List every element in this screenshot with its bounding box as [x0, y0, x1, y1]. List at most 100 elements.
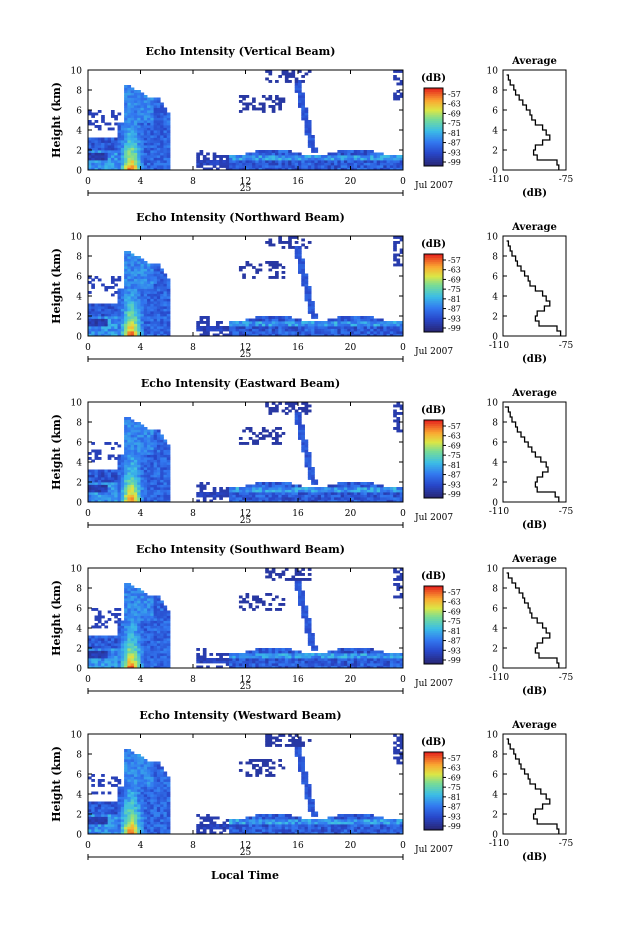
heatmap-cell [288, 333, 292, 337]
heatmap-cell [88, 452, 92, 455]
heatmap-cell [284, 482, 289, 485]
heatmap-cell [153, 449, 158, 453]
heatmap-cell [258, 331, 263, 334]
heatmap-cell [140, 167, 145, 171]
heatmap-cell [166, 477, 171, 480]
heatmap-cell [271, 653, 276, 656]
heatmap-cell [271, 152, 276, 156]
heatmap-cell [399, 165, 404, 168]
heatmap-cell [265, 487, 269, 490]
heatmap-cell [275, 152, 279, 156]
heatmap-cell [101, 115, 105, 118]
heatmap-cell [88, 499, 92, 503]
heatmap-cell [133, 497, 138, 500]
colorbar-swatch [424, 261, 443, 265]
heatmap-cell [153, 605, 158, 609]
heatmap-cell [324, 660, 328, 664]
heatmap-cell [127, 459, 132, 463]
heatmap-cell [133, 167, 138, 171]
colorbar-tick-label: -93 [448, 314, 461, 323]
heatmap-cell [124, 283, 128, 287]
heatmap-cell [153, 150, 158, 153]
heatmap-cell [133, 613, 138, 616]
heatmap-cell [320, 663, 325, 666]
heatmap-cell [399, 70, 404, 73]
heatmap-cell [97, 640, 102, 644]
heatmap-cell [163, 120, 168, 123]
heatmap-cell [120, 665, 125, 669]
heatmap-cell [373, 658, 378, 661]
heatmap-cell [307, 293, 312, 297]
heatmap-cell [212, 326, 217, 329]
heatmap-cell [199, 492, 204, 495]
heatmap-cell [104, 620, 109, 624]
x-tick-label: 0 [85, 509, 91, 519]
heatmap-cell [294, 573, 299, 576]
heatmap-cell [347, 653, 351, 656]
heatmap-cell [160, 157, 164, 161]
heatmap-cell [252, 653, 256, 656]
heatmap-cell [219, 155, 223, 158]
heatmap-cell [271, 492, 276, 495]
heatmap-cell [101, 303, 105, 307]
heatmap-cell [337, 321, 342, 324]
heatmap-cell [110, 489, 115, 493]
heatmap-cell [124, 419, 128, 423]
heatmap-cell [337, 155, 342, 158]
heatmap-cell [137, 588, 141, 591]
heatmap-cell [258, 152, 263, 156]
heatmap-cell [117, 112, 122, 116]
heatmap-cell [235, 321, 240, 324]
heatmap-cell [298, 658, 302, 661]
heatmap-cell [298, 424, 302, 428]
heatmap-cell [284, 318, 289, 322]
heatmap-cell [304, 323, 309, 327]
heatmap-cell [340, 653, 345, 656]
heatmap-cell [160, 306, 164, 309]
heatmap-cell [130, 469, 135, 473]
heatmap-cell [245, 497, 250, 500]
heatmap-cell [376, 494, 381, 498]
heatmap-cell [284, 75, 289, 78]
heatmap-cell [252, 152, 256, 156]
heatmap-cell [127, 293, 132, 297]
heatmap-cell [317, 489, 322, 493]
heatmap-cell [88, 147, 92, 151]
heatmap-cell [248, 155, 253, 158]
heatmap-cell [127, 595, 132, 599]
heatmap-cell [271, 655, 276, 659]
heatmap-cell [399, 660, 404, 664]
heatmap-cell [376, 326, 381, 329]
heatmap-cell [153, 600, 158, 604]
heatmap-cell [166, 137, 171, 141]
heatmap-cell [150, 313, 155, 317]
heatmap-cell [261, 492, 266, 495]
heatmap-cell [320, 655, 325, 659]
heatmap-cell [133, 665, 138, 669]
heatmap-cell [284, 72, 289, 76]
heatmap-cell [199, 321, 204, 324]
heatmap-cell [124, 658, 128, 661]
heatmap-cell [357, 157, 361, 161]
heatmap-cell [396, 487, 401, 490]
heatmap-cell [304, 457, 309, 460]
heatmap-cell [133, 321, 138, 324]
heatmap-cell [124, 311, 128, 314]
heatmap-cell [245, 494, 250, 498]
heatmap-cell [147, 112, 151, 116]
heatmap-cell [330, 160, 335, 163]
heatmap-cell [307, 467, 312, 470]
heatmap-cell [324, 655, 328, 659]
heatmap-cell [278, 105, 282, 108]
heatmap-cell [360, 160, 365, 163]
heatmap-cell [337, 492, 342, 495]
heatmap-cell [137, 660, 141, 664]
heatmap-cell [91, 333, 95, 337]
heatmap-cell [127, 271, 132, 274]
heatmap-cell [242, 102, 246, 106]
heatmap-cell [245, 600, 250, 604]
heatmap-cell [212, 333, 217, 337]
heatmap-cell [304, 615, 309, 619]
heatmap-cell [150, 331, 155, 334]
heatmap-cell [301, 160, 305, 163]
